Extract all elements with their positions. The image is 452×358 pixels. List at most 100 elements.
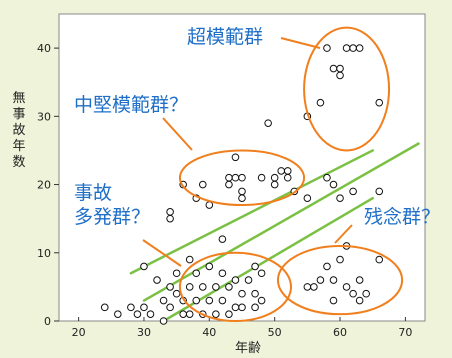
annotation-pointers <box>142 37 353 267</box>
data-point <box>238 187 246 196</box>
y-axis-title-char: 数 <box>12 155 25 170</box>
data-point <box>349 44 357 52</box>
data-point <box>225 310 233 318</box>
annotation-pointer <box>280 37 321 49</box>
annotation-accident-line2: 多発群？ <box>74 206 150 228</box>
y-tick-label: 20 <box>37 179 51 192</box>
data-point <box>159 296 168 305</box>
data-point <box>375 187 384 196</box>
y-axis-title-char: 故 <box>12 123 25 138</box>
data-point <box>185 310 194 318</box>
highlight-ellipse <box>178 251 293 322</box>
data-point <box>159 317 168 325</box>
data-point <box>231 173 240 182</box>
data-point <box>251 262 259 271</box>
data-point <box>166 208 174 216</box>
highlight-ellipses <box>178 26 404 322</box>
data-point <box>100 303 109 312</box>
data-point <box>277 167 286 175</box>
data-point <box>336 255 344 264</box>
data-point <box>329 296 338 305</box>
annotation-pointer <box>142 239 182 267</box>
data-point <box>127 303 135 312</box>
annotation-pointer <box>334 224 353 244</box>
data-point <box>310 283 318 291</box>
regression-line <box>129 149 374 275</box>
data-point <box>270 173 279 182</box>
data-point <box>198 283 207 291</box>
data-point <box>329 64 338 73</box>
data-point <box>231 303 240 312</box>
data-point <box>225 283 233 291</box>
data-point <box>225 180 233 189</box>
data-point <box>140 262 148 271</box>
data-point <box>323 44 331 52</box>
annotation-regret-group: 残念群？ <box>364 205 440 228</box>
data-point <box>257 296 266 305</box>
y-axis-title: 無事故年数 <box>12 91 25 170</box>
data-point <box>205 201 214 209</box>
data-point <box>166 303 174 312</box>
y-tick-label: 0 <box>44 315 51 328</box>
data-point <box>172 269 181 278</box>
data-point <box>140 303 148 312</box>
data-point <box>133 310 142 318</box>
y-tick-label: 10 <box>37 247 51 260</box>
data-point <box>329 276 338 284</box>
data-point <box>231 276 240 284</box>
data-point <box>166 283 174 291</box>
data-point <box>329 180 338 189</box>
x-tick-label: 60 <box>333 326 347 339</box>
plot-area <box>58 13 426 322</box>
data-point <box>185 255 194 264</box>
data-point <box>264 119 272 127</box>
data-point <box>205 262 214 271</box>
y-tick-label: 30 <box>37 110 51 123</box>
data-point <box>355 296 364 305</box>
data-point <box>342 283 351 291</box>
data-point <box>238 303 246 312</box>
data-point <box>172 289 181 298</box>
y-axis-title-char: 事 <box>12 107 25 122</box>
data-point <box>218 235 227 243</box>
highlight-ellipse <box>276 244 404 316</box>
y-axis-title-char: 年 <box>12 139 25 154</box>
data-point <box>238 289 246 298</box>
data-point <box>349 289 357 298</box>
annotation-super-model-group: 超模範群 <box>187 26 263 48</box>
regression-line <box>142 142 420 302</box>
data-point <box>179 310 187 318</box>
highlight-ellipse <box>178 149 306 207</box>
data-point <box>218 269 227 278</box>
data-point <box>192 296 201 305</box>
data-point <box>323 262 331 271</box>
data-point <box>375 255 384 264</box>
data-point <box>238 173 246 182</box>
data-point <box>212 283 220 291</box>
data-point <box>192 269 201 278</box>
data-point <box>198 180 207 189</box>
data-point <box>323 173 331 182</box>
data-point <box>316 276 325 284</box>
data-point <box>355 44 364 52</box>
data-point <box>303 283 312 291</box>
data-point <box>257 173 266 182</box>
data-point <box>362 289 370 298</box>
data-point <box>316 98 325 107</box>
data-point <box>166 214 174 223</box>
data-point <box>212 310 220 318</box>
x-tick-label: 40 <box>202 326 216 339</box>
data-point <box>185 283 194 291</box>
y-axis-ticks: 0 10 20 30 40 <box>37 42 59 328</box>
data-point <box>349 187 357 196</box>
data-point <box>342 44 351 52</box>
x-axis-title: 年齢 <box>235 341 261 356</box>
data-point <box>244 276 253 284</box>
data-point <box>231 153 240 162</box>
annotation-mid-model-group: 中堅模範群？ <box>74 94 188 116</box>
highlight-ellipse <box>303 26 391 152</box>
data-point <box>153 276 161 284</box>
y-axis-title-char: 無 <box>12 91 25 106</box>
data-point <box>375 98 384 107</box>
